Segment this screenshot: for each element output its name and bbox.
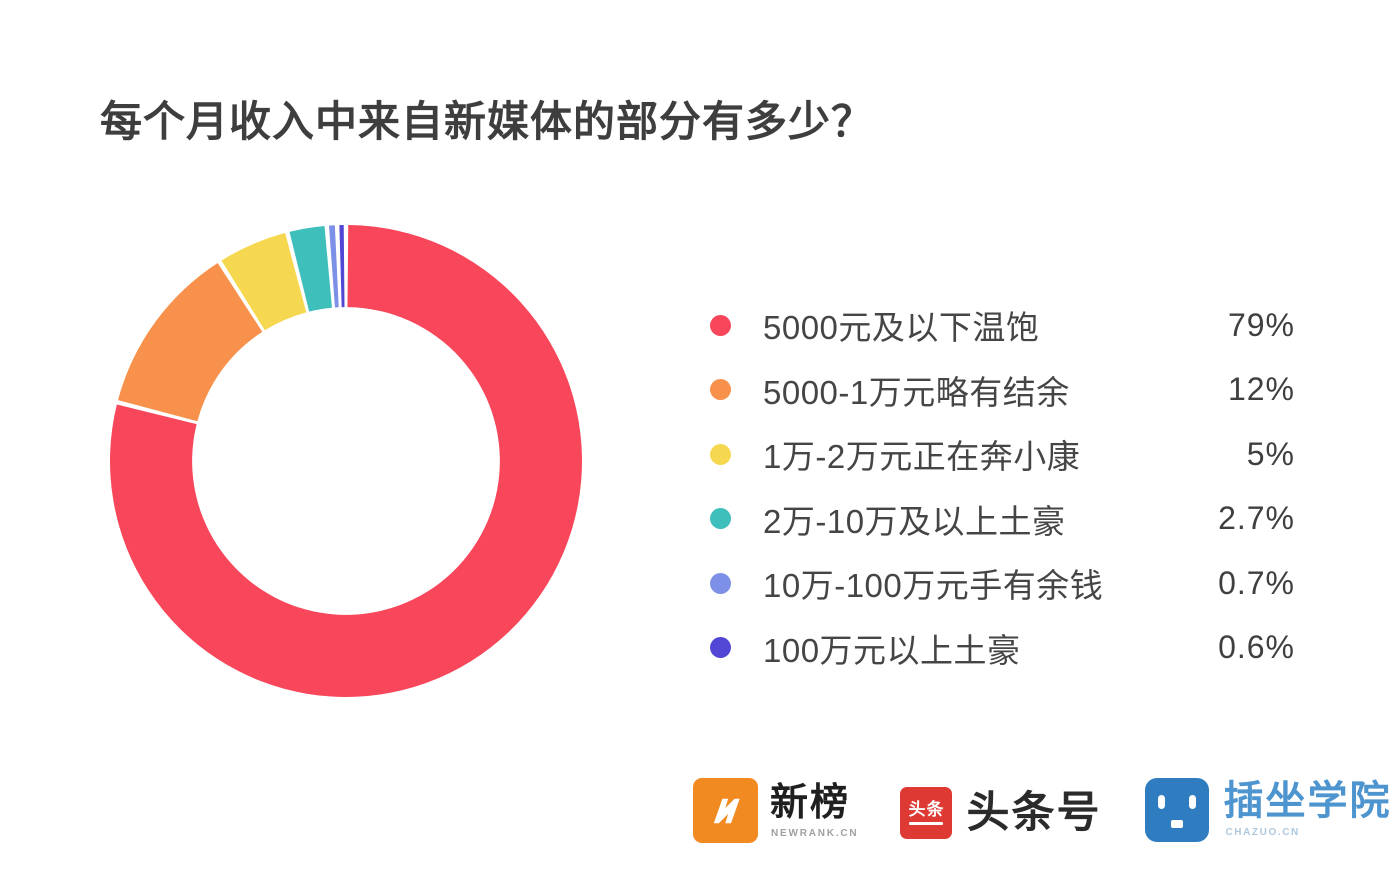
legend-dot-yellow-icon	[710, 443, 731, 465]
legend-value: 5%	[1246, 435, 1295, 472]
newrank-lightning-n-icon	[713, 798, 740, 823]
legend-value: 79%	[1227, 306, 1295, 343]
legend-label: 10万-100万元手有余钱	[763, 567, 1104, 604]
donut-slice-5	[329, 225, 339, 308]
donut-slice-1	[109, 225, 582, 697]
legend-label: 5000-1万元略有结余	[763, 373, 1070, 411]
source-logos-footer: 新榜 NEWRANK.CN 头条 头条号 插坐学院 CHAZUO.CN	[693, 776, 1391, 843]
legend-label: 1万-2万元正在奔小康	[763, 438, 1081, 475]
donut-slice-4	[289, 225, 332, 312]
chazuo-logo-name: 插坐学院	[1223, 779, 1392, 823]
legend-value: 0.7%	[1218, 564, 1295, 601]
legend-dot-teal-icon	[710, 508, 731, 529]
legend-dot-red-icon	[710, 314, 731, 336]
donut-slice-2	[117, 262, 263, 422]
legend-value: 0.6%	[1218, 629, 1295, 665]
donut-chart	[106, 221, 586, 701]
legend-row-1: 5000元及以下温饱 79%	[710, 303, 1295, 347]
chazuo-logo: 插坐学院 CHAZUO.CN	[1145, 776, 1391, 842]
newrank-logo-url: NEWRANK.CN	[771, 828, 859, 839]
legend-dot-purple-icon	[710, 637, 731, 658]
newrank-logo-name: 新榜	[770, 782, 851, 824]
toutiao-icon-label: 头条	[908, 800, 945, 819]
chart-legend: 5000元及以下温饱 79% 5000-1万元略有结余 12% 1万-2万元正在…	[710, 303, 1295, 690]
legend-value: 2.7%	[1218, 500, 1295, 536]
chazuo-robot-eye-icon	[1189, 795, 1197, 809]
chazuo-robot-icon	[1145, 778, 1210, 842]
legend-row-5: 10万-100万元手有余钱 0.7%	[710, 561, 1295, 605]
donut-chart-svg	[109, 225, 582, 697]
legend-row-2: 5000-1万元略有结余 12%	[710, 368, 1295, 412]
newrank-logo: 新榜 NEWRANK.CN	[693, 776, 858, 843]
toutiao-icon-underline	[909, 822, 944, 825]
chazuo-robot-mouth-icon	[1171, 820, 1184, 828]
legend-label: 100万元以上土豪	[763, 631, 1021, 669]
newrank-n-icon	[693, 778, 758, 843]
legend-label: 5000元及以下温饱	[763, 309, 1040, 346]
chart-title: 每个月收入中来自新媒体的部分有多少？	[100, 98, 875, 145]
toutiao-icon: 头条	[900, 787, 953, 839]
legend-row-6: 100万元以上土豪 0.6%	[710, 626, 1295, 670]
chazuo-logo-url: CHAZUO.CN	[1225, 827, 1300, 838]
legend-row-3: 1万-2万元正在奔小康 5%	[710, 432, 1295, 476]
toutiao-logo-name: 头条号	[966, 789, 1102, 837]
toutiao-logo: 头条 头条号	[900, 787, 1101, 839]
chazuo-robot-eye-icon	[1158, 795, 1166, 809]
legend-row-4: 2万-10万及以上土豪 2.7%	[710, 497, 1295, 541]
legend-label: 2万-10万及以上土豪	[763, 502, 1066, 540]
donut-slice-3	[221, 232, 307, 331]
legend-value: 12%	[1227, 371, 1295, 407]
legend-dot-orange-icon	[710, 379, 731, 400]
donut-slice-6	[339, 225, 345, 308]
legend-dot-lightblue-icon	[710, 572, 731, 594]
